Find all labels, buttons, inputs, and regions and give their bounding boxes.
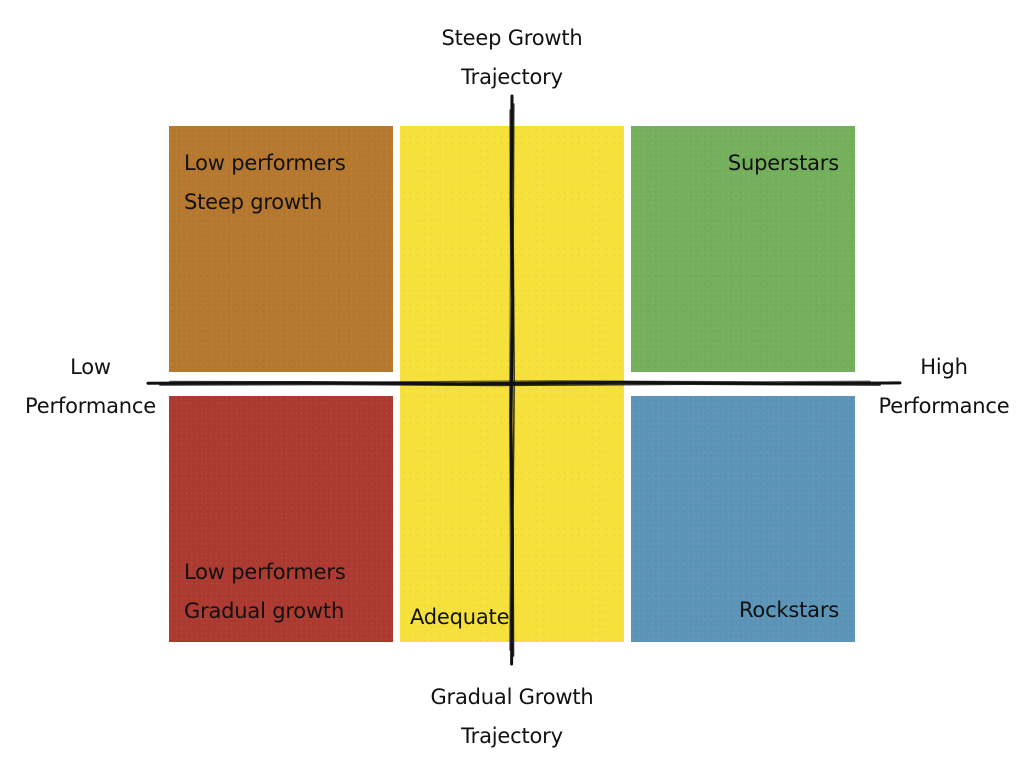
label-line: Gradual growth (184, 599, 345, 623)
axis-label-top: Steep Growth Trajectory (412, 19, 612, 97)
band-adequate (400, 126, 624, 642)
label-line: Rockstars (738, 598, 839, 622)
axis-label-line: Performance (878, 394, 1010, 418)
axis-label-line: Gradual Growth (430, 685, 594, 709)
label-line: Low performers (184, 151, 346, 175)
axis-label-line: Performance (25, 394, 156, 418)
axis-label-line: Steep Growth (441, 26, 583, 50)
label-low-performers-steep-growth: Low performers Steep growth (184, 144, 346, 222)
axis-label-line: Low (70, 355, 111, 379)
axis-label-line: Trajectory (461, 65, 563, 89)
label-superstars: Superstars (728, 144, 839, 183)
label-line: Steep growth (184, 190, 323, 214)
quadrant-rockstars (631, 396, 855, 642)
quadrant-low-performers-steep-growth (169, 126, 393, 372)
axis-label-line: Trajectory (461, 724, 563, 748)
label-line: Low performers (184, 560, 346, 584)
axis-label-left: Low Performance (18, 348, 163, 426)
axis-label-line: High (920, 355, 968, 379)
label-line: Superstars (727, 151, 839, 175)
quadrant-low-performers-gradual-growth (169, 396, 393, 642)
label-rockstars: Rockstars (739, 591, 839, 630)
label-low-performers-gradual-growth: Low performers Gradual growth (184, 553, 346, 631)
quadrant-superstars (631, 126, 855, 372)
label-line: Adequate (410, 605, 510, 629)
axis-label-bottom: Gradual Growth Trajectory (412, 678, 612, 756)
axis-label-right: High Performance (868, 348, 1020, 426)
label-adequate: Adequate (410, 598, 510, 637)
